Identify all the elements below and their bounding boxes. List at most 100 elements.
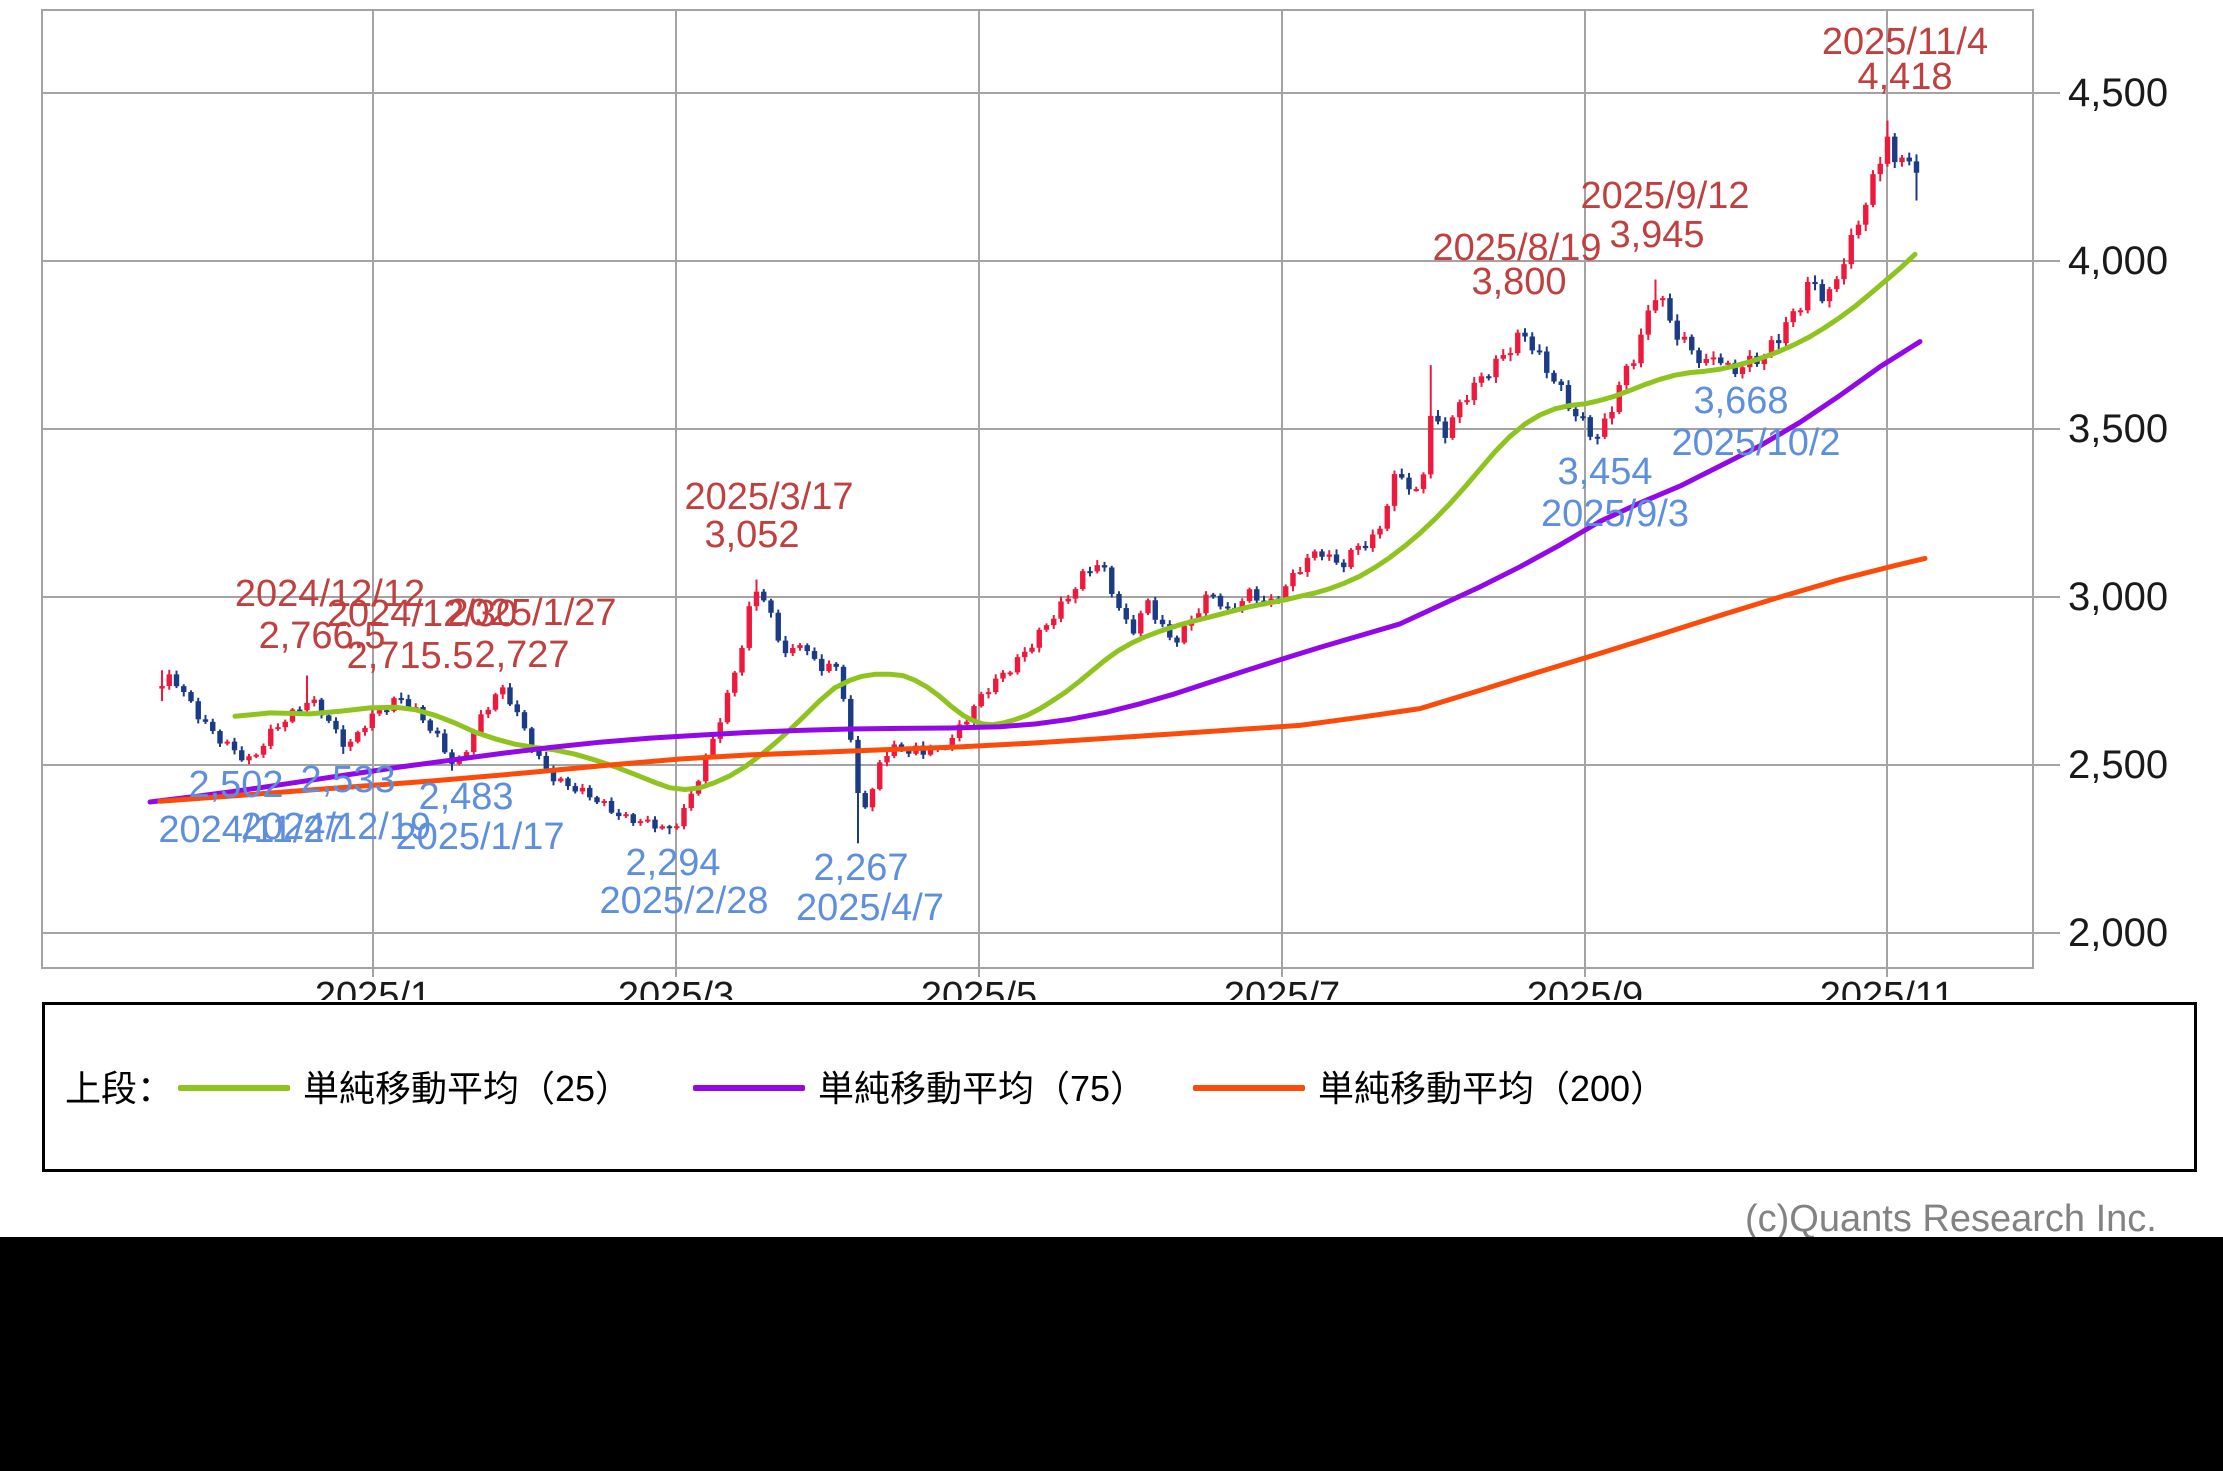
candle-body-up [478,714,484,733]
candle-body-up [1145,600,1151,614]
candle-body-up [1283,586,1289,600]
candle-body-up [1312,551,1318,558]
candle-body-up [1022,651,1028,658]
candle-body-up [282,721,288,728]
x-axis-label: 2025/7 [1224,975,1340,1000]
trough-value-annotation: 3,454 [1557,451,1652,493]
candle-body-down [819,658,825,672]
candle-body-up [1768,340,1775,356]
candle-body-down [239,750,245,761]
candle-body-down [1551,372,1557,382]
candle-body-up [1449,417,1456,438]
candle-body-down [906,749,912,754]
candle-body-up [485,709,491,715]
candle-body-up [1638,334,1644,364]
candle-body-up [993,678,999,693]
candle-body-up [1797,310,1804,313]
candle-body-down [1101,565,1108,568]
candle-body-up [1370,534,1376,549]
candle-body-up [1761,355,1767,365]
candle-body-up [703,755,709,782]
candle-body-down [1892,136,1898,163]
candle-body-up [1000,672,1006,679]
y-axis-label: 3,500 [2068,407,2168,451]
candle-body-down [768,600,774,613]
candle-body-up [471,732,477,753]
candle-body-up [1420,474,1427,490]
candle-body-up [1304,557,1311,573]
candle-body-down [202,719,209,722]
candle-body-up [1094,565,1100,572]
candle-body-up [681,808,687,827]
candle-body-up [246,756,252,761]
candle-body-up [1014,657,1021,673]
trough-value-annotation: 2,267 [813,847,908,889]
candle-body-up [1384,505,1390,529]
candle-body-down [405,699,412,709]
chart-area: 4,500 4,000 3,500 3,000 2,500 2,000 2025/1 2025… [0,0,2223,1237]
candle-body-down [1123,608,1129,620]
candle-body-down [855,739,861,794]
candle-body-up [1051,618,1057,626]
candle-body-up [1652,300,1659,311]
candle-body-up [253,754,259,757]
candle-body-up [1884,136,1891,164]
candle-body-up [579,787,586,792]
candle-body-down [217,731,223,744]
candle-body-up [1602,418,1608,437]
candle-body-down [398,698,404,701]
candle-body-down [652,819,658,829]
peak-value-annotation: 3,945 [1609,214,1704,256]
candle-body-down [775,612,781,641]
candle-body-down [1159,619,1166,625]
peak-date-annotation: 2025/9/12 [1580,175,1749,217]
candle-body-up [1841,264,1847,280]
candle-body-up [1725,362,1731,365]
candle-body-up [601,800,607,803]
candle-body-down [1087,571,1093,574]
candle-body-up [746,606,752,648]
candle-body-down [543,755,549,769]
trough-date-annotation: 2024/12/19 [241,806,431,848]
candle-body-down [514,704,520,713]
candle-body-down [210,721,216,732]
trough-value-annotation: 2,294 [625,842,720,884]
candle-body-down [195,701,201,720]
candle-body-down [188,692,194,702]
candle-body-down [326,715,332,721]
candle-body-up [1428,415,1434,475]
candle-body-up [1457,402,1463,418]
candle-body-up [877,762,883,790]
candle-body-down [1522,332,1528,337]
candle-body-down [1536,350,1543,353]
candle-body-down [848,698,854,740]
candle-body-up [739,647,745,673]
candlestick-price-chart: 4,500 4,000 3,500 3,000 2,500 2,000 2025/1 2025… [41,9,2168,1000]
candle-body-up [1478,376,1485,383]
candle-body-down [1906,157,1912,162]
peak-date-annotation: 2025/8/19 [1432,227,1601,269]
candle-body-down [1210,594,1216,597]
candle-body-up [492,694,499,710]
candle-body-up [1029,647,1035,652]
candle-body-up [376,710,383,714]
candle-body-up [717,722,723,739]
candle-body-up [732,672,738,693]
candle-body-down [231,741,238,751]
candle-body-down [1544,351,1550,373]
candle-body-up [268,728,274,746]
y-axis-label: 4,000 [2068,239,2168,283]
candle-body-up [949,737,955,749]
candle-body-down [1167,624,1173,638]
candle-body-up [1471,382,1477,401]
candle-body-up [956,724,963,738]
candle-body-up [1203,594,1209,614]
candle-body-up [1493,358,1499,378]
candle-body-up [1616,385,1622,412]
candle-body-down [1667,298,1673,321]
candle-body-up [645,819,651,822]
candle-body-up [1138,613,1144,634]
candle-body-up [166,674,172,687]
candle-body-down [1406,477,1412,490]
candle-body-up [1855,224,1862,236]
